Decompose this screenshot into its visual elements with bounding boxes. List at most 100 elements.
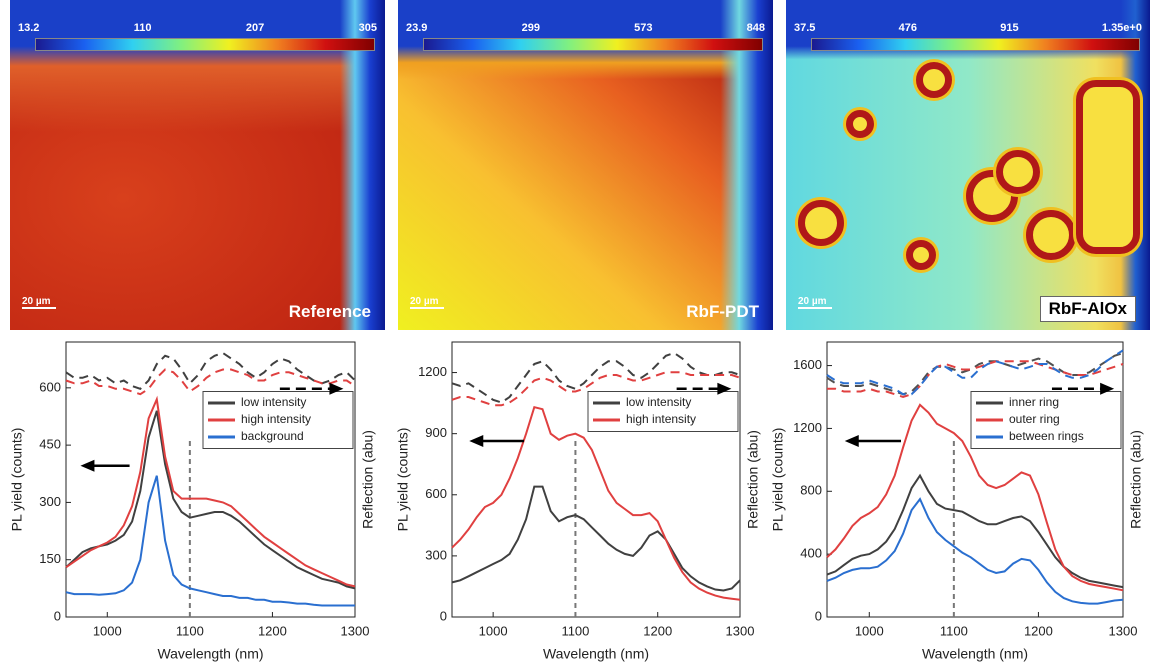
y-tick-label: 300 (425, 547, 447, 562)
colorbar-label: 37.5 (794, 22, 816, 34)
y-tick-label: 150 (39, 551, 61, 566)
arrow-head (717, 382, 732, 395)
x-tick-label: 1100 (176, 623, 204, 638)
y-tick-label: 300 (39, 494, 61, 509)
colorbar-labels: 23.9 299 573 848 (406, 22, 765, 34)
y-tick-label: 0 (54, 608, 61, 623)
pl-map: 13.2 110 207 305 20 µm Reference (10, 0, 385, 330)
pl-map: 23.9 299 573 848 20 µm RbF-PDT (398, 0, 773, 330)
x-tick-label: 1000 (479, 623, 508, 638)
sample-label: RbF-AlOx (1039, 296, 1136, 322)
sample-label: RbF-PDT (686, 302, 759, 321)
colorbar-label: 848 (746, 22, 765, 34)
sample-label: Reference (288, 302, 371, 321)
arrow-head (844, 435, 859, 447)
pl-line (451, 485, 741, 592)
reflection-line (826, 352, 1124, 396)
y2-axis-label: Reflection (abu) (745, 430, 761, 529)
ring (1076, 80, 1140, 254)
x-axis-label: Wavelength (nm) (543, 646, 649, 662)
pl-line (826, 497, 1124, 605)
reflection-line (826, 349, 1124, 396)
ring (996, 150, 1040, 194)
x-tick-label: 1300 (341, 623, 370, 638)
y-tick-label: 900 (425, 425, 447, 440)
ring (906, 240, 936, 270)
x-axis-label: Wavelength (nm) (157, 646, 263, 662)
arrow-head (329, 382, 344, 395)
x-tick-label: 1000 (855, 623, 884, 638)
legend-box (587, 391, 739, 432)
colorbar (423, 38, 763, 51)
legend-label: background (241, 429, 304, 443)
reflection-line (451, 371, 741, 407)
colorbar-label: 573 (634, 22, 653, 34)
colorbar-label: 299 (521, 22, 540, 34)
y-tick-label: 1200 (418, 364, 447, 379)
pl-line (65, 395, 356, 588)
y-tick-label: 1600 (793, 357, 822, 372)
colorbar-label: 110 (133, 22, 152, 34)
y-tick-label: 0 (815, 608, 822, 623)
ring (916, 62, 952, 98)
x-tick-label: 1200 (643, 623, 672, 638)
pl-line (826, 473, 1124, 589)
y-tick-label: 600 (425, 486, 447, 501)
legend-label: low intensity (241, 395, 306, 409)
scale-bar: 20 µm (798, 296, 832, 309)
y2-axis-label: Reflection (abu) (360, 430, 376, 529)
scale-bar: 20 µm (410, 296, 444, 309)
pl-line (65, 475, 355, 607)
y-tick-label: 400 (800, 546, 822, 561)
ring (846, 110, 874, 138)
y-tick-label: 600 (39, 379, 61, 394)
colorbar-labels: 37.5 476 915 1.35e+0 (794, 22, 1142, 34)
pl-line (65, 410, 356, 590)
plot-frame (451, 341, 741, 618)
x-axis-label: Wavelength (nm) (922, 646, 1028, 662)
colorbar-label: 13.2 (18, 22, 40, 34)
arrow-head (469, 435, 484, 447)
arrow-head (80, 459, 95, 472)
y-axis-label: PL yield (counts) (395, 428, 411, 532)
legend-label: outer ring (1009, 412, 1060, 426)
plot-frame (65, 341, 356, 618)
x-tick-label: 1200 (258, 623, 287, 638)
x-tick-label: 1300 (726, 623, 755, 638)
colorbar (811, 38, 1140, 51)
colorbar-labels: 13.2 110 207 305 (18, 22, 377, 34)
ring (798, 200, 844, 246)
reflection-line (451, 351, 741, 404)
colorbar-label: 207 (245, 22, 265, 34)
legend-label: high intensity (626, 412, 696, 426)
y-axis-label: PL yield (counts) (9, 428, 25, 532)
y2-axis-label: Reflection (abu) (1128, 430, 1144, 529)
reflection-line (827, 360, 1124, 399)
colorbar (35, 38, 375, 51)
y-axis-label: PL yield (counts) (770, 428, 786, 532)
pl-line (826, 403, 1124, 592)
x-tick-label: 1100 (561, 623, 589, 638)
scale-bar: 20 µm (22, 296, 56, 309)
colorbar-label: 23.9 (406, 22, 428, 34)
reflection-line (65, 351, 356, 390)
y-tick-label: 800 (800, 483, 822, 498)
x-tick-label: 1300 (1109, 623, 1138, 638)
ring (1026, 210, 1076, 260)
x-tick-label: 1100 (940, 623, 968, 638)
colorbar-label: 476 (898, 22, 918, 34)
colorbar-label: 1.35e+0 (1101, 22, 1142, 34)
x-tick-label: 1200 (1024, 623, 1053, 638)
plot-frame (826, 341, 1124, 618)
colorbar-label: 915 (1000, 22, 1019, 34)
legend-label: low intensity (626, 395, 691, 409)
legend-label: inner ring (1009, 395, 1059, 409)
arrow-head (1100, 382, 1115, 395)
y-tick-label: 1200 (793, 420, 822, 435)
legend-label: high intensity (241, 412, 311, 426)
y-tick-label: 450 (39, 437, 61, 452)
colorbar-label: 305 (358, 22, 377, 34)
reflection-line (65, 368, 356, 396)
charts: 0 150 300 450 600 1000 1100 1200 1300 Wavelength … (9, 341, 1144, 662)
